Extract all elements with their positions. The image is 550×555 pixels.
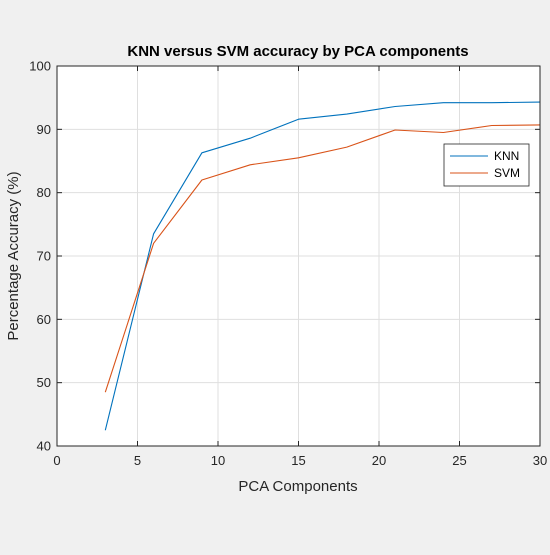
y-tick-label: 70 xyxy=(37,249,51,264)
x-tick-label: 25 xyxy=(452,453,466,468)
x-tick-label: 5 xyxy=(134,453,141,468)
x-tick-label: 10 xyxy=(211,453,225,468)
legend-box xyxy=(443,143,530,187)
y-tick-label: 100 xyxy=(29,59,51,74)
series-line-knn xyxy=(104,101,541,431)
x-tick-label: 30 xyxy=(533,453,547,468)
series-lines xyxy=(104,101,541,431)
x-tick-label: 20 xyxy=(372,453,386,468)
legend-label-knn: KNN xyxy=(494,149,519,163)
y-tick-label: 90 xyxy=(37,122,51,137)
series-line-svm xyxy=(104,124,541,393)
y-axis-label: Percentage Accuracy (%) xyxy=(5,171,22,340)
y-tick-label: 60 xyxy=(37,312,51,327)
legend: KNN SVM xyxy=(443,143,530,187)
chart-title: KNN versus SVM accuracy by PCA component… xyxy=(127,43,468,60)
grid xyxy=(57,66,540,446)
y-tick-label: 80 xyxy=(37,185,51,200)
axis-ticks: 0 5 10 15 20 25 30 40 50 60 70 80 90 100 xyxy=(29,59,547,469)
legend-label-svm: SVM xyxy=(494,166,520,180)
y-tick-label: 40 xyxy=(37,439,51,454)
x-tick-label: 15 xyxy=(291,453,305,468)
x-axis-label: PCA Components xyxy=(238,478,357,495)
x-tick-label: 0 xyxy=(53,453,60,468)
y-tick-label: 50 xyxy=(37,375,51,390)
